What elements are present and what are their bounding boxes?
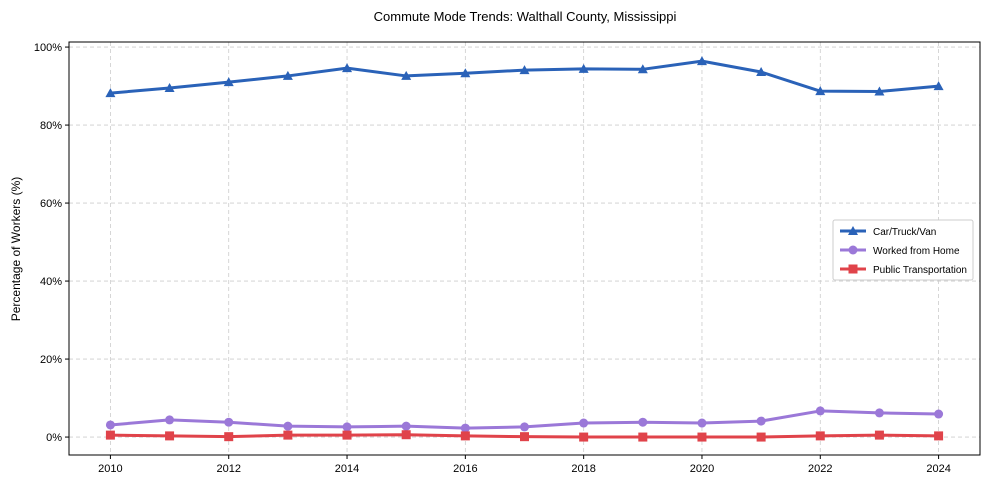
- x-tick-label: 2016: [453, 463, 477, 475]
- data-point-public-transportation: [105, 430, 115, 440]
- data-point-worked-from-home: [224, 417, 234, 427]
- data-point-car-truck-van: [874, 86, 885, 96]
- x-tick-label: 2010: [98, 463, 122, 475]
- y-tick-label: 0%: [46, 432, 62, 444]
- data-point-car-truck-van: [282, 70, 293, 80]
- legend: Car/Truck/Van Worked from Home Public Tran…: [832, 219, 974, 281]
- x-tick-label: 2012: [216, 463, 240, 475]
- data-point-public-transportation: [224, 432, 234, 442]
- data-point-car-truck-van: [401, 70, 412, 80]
- chart-title: Commute Mode Trends: Walthall County, Mi…: [374, 9, 677, 24]
- legend-label-public-transportation: Public Transportation: [873, 265, 967, 276]
- data-point-public-transportation: [756, 432, 766, 442]
- data-point-car-truck-van: [105, 88, 116, 98]
- data-point-worked-from-home: [342, 422, 352, 432]
- data-point-worked-from-home: [756, 416, 766, 426]
- x-tick-label: 2022: [808, 463, 832, 475]
- data-point-worked-from-home: [165, 415, 175, 425]
- data-point-worked-from-home: [401, 421, 411, 431]
- data-point-car-truck-van: [519, 65, 530, 75]
- series-worked-from-home: [105, 406, 944, 433]
- data-point-car-truck-van: [223, 77, 234, 87]
- data-point-car-truck-van: [578, 63, 589, 73]
- data-point-worked-from-home: [697, 418, 707, 428]
- data-point-public-transportation: [934, 431, 944, 441]
- data-point-worked-from-home: [460, 423, 470, 433]
- y-axis-label: Percentage of Workers (%): [9, 177, 23, 322]
- data-point-car-truck-van: [164, 83, 175, 93]
- x-tick-label: 2014: [335, 463, 359, 475]
- data-point-worked-from-home: [874, 408, 884, 418]
- data-point-worked-from-home: [283, 421, 293, 431]
- data-point-public-transportation: [697, 432, 707, 442]
- data-point-public-transportation: [283, 430, 293, 440]
- data-point-public-transportation: [638, 432, 648, 442]
- data-point-public-transportation: [460, 431, 470, 441]
- y-tick-label: 80%: [40, 120, 62, 132]
- data-point-worked-from-home: [934, 409, 944, 419]
- data-point-worked-from-home: [638, 417, 648, 427]
- series-public-transportation: [105, 430, 944, 442]
- data-point-worked-from-home: [105, 420, 115, 430]
- legend-label-worked-from-home: Worked from Home: [873, 246, 960, 257]
- data-point-car-truck-van: [696, 56, 707, 66]
- y-tick-label: 20%: [40, 354, 62, 366]
- data-point-car-truck-van: [815, 86, 826, 96]
- legend-label-car-truck-van: Car/Truck/Van: [873, 227, 936, 238]
- data-point-worked-from-home: [815, 406, 825, 416]
- x-tick-label: 2024: [926, 463, 950, 475]
- data-point-car-truck-van: [756, 67, 767, 77]
- legend-marker-public-transportation: [848, 264, 858, 274]
- data-point-public-transportation: [342, 430, 352, 440]
- data-point-worked-from-home: [579, 418, 589, 428]
- y-tick-label: 100%: [34, 42, 62, 54]
- series-car-truck-van: [105, 56, 944, 98]
- legend-box: [832, 219, 974, 281]
- plot-frame: [68, 41, 981, 456]
- data-point-worked-from-home: [520, 422, 529, 432]
- data-point-car-truck-van: [460, 68, 471, 78]
- legend-marker-worked-from-home: [848, 245, 858, 255]
- data-point-public-transportation: [165, 431, 175, 441]
- data-point-public-transportation: [401, 430, 411, 440]
- data-point-car-truck-van: [637, 64, 648, 74]
- data-point-car-truck-van: [342, 63, 353, 73]
- legend-marker-car-truck-van: [848, 226, 858, 235]
- y-tick-label: 40%: [40, 276, 62, 288]
- data-point-public-transportation: [520, 432, 529, 442]
- x-tick-label: 2020: [690, 463, 714, 475]
- data-point-public-transportation: [579, 432, 589, 442]
- data-point-public-transportation: [874, 430, 884, 440]
- y-tick-label: 60%: [40, 198, 62, 210]
- x-tick-label: 2018: [571, 463, 595, 475]
- data-point-car-truck-van: [933, 81, 944, 91]
- data-point-public-transportation: [815, 431, 825, 441]
